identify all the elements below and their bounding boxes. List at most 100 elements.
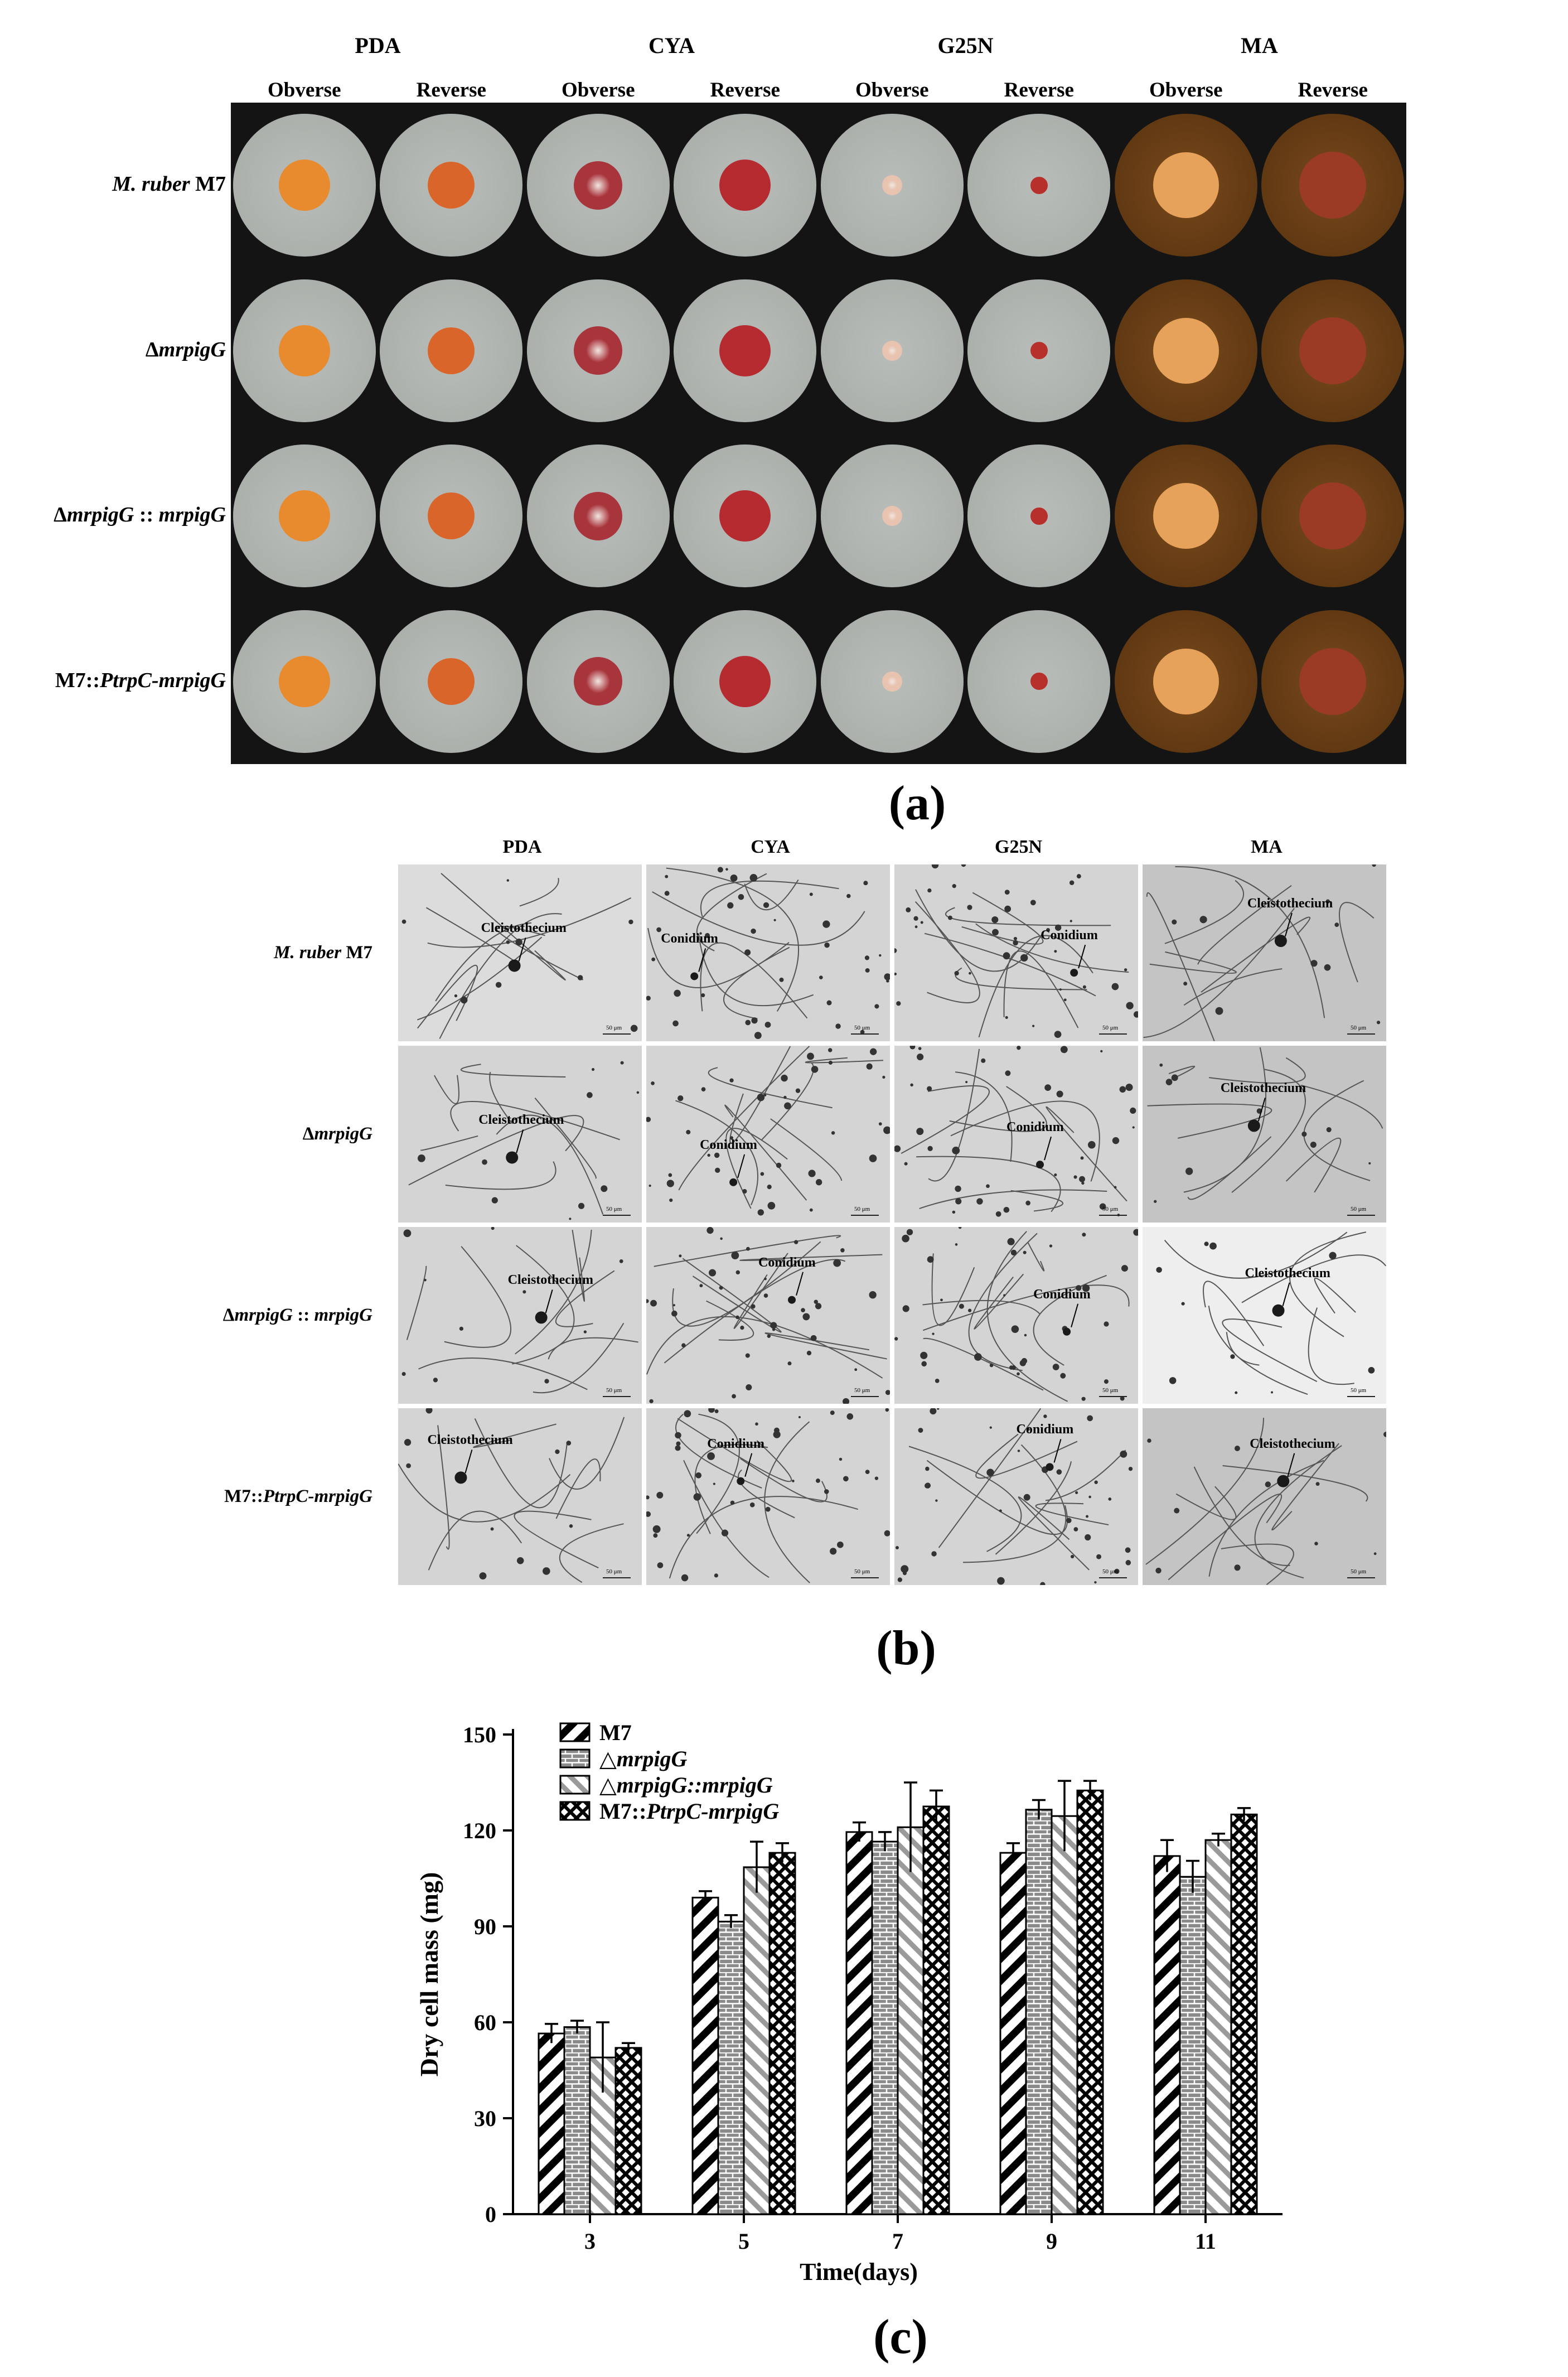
obverse-header: Obverse [267, 79, 341, 102]
structure-annotation: Cleistothecium [1245, 1265, 1330, 1281]
micrograph: Conidium 50 μm [894, 1046, 1138, 1223]
dry-cell-mass-chart: 0 30 60 90 120 150 Dry cell mass (mg) 3 5 7 9 11 Tim… [415, 1720, 1283, 2286]
fungal-colony [428, 162, 475, 209]
fungal-colony [1299, 482, 1367, 550]
structure-annotation: Conidium [758, 1255, 816, 1270]
medium-header: PDA [355, 33, 401, 58]
bar [845, 1831, 873, 2215]
strain-label: M7::PtrpC-mrpigG [224, 1486, 372, 1507]
bar [1153, 1855, 1181, 2215]
fungal-colony [574, 657, 623, 706]
fungal-colony [1299, 152, 1367, 219]
fungal-colony [574, 161, 623, 210]
row-label-prefix: Δ [302, 1124, 314, 1144]
fungal-colony [278, 325, 330, 376]
scale-bar [851, 1033, 879, 1035]
micrograph: Cleistothecium 50 μm [1143, 864, 1386, 1041]
scale-bar-label: 50 μm [606, 1025, 622, 1031]
row-label-strain-2: mrpigG [158, 503, 226, 527]
legend-label: M7 [599, 1720, 632, 1745]
x-tick-label: 9 [1046, 2229, 1057, 2254]
legend-label: △mrpigG::mrpigG [599, 1772, 773, 1798]
y-tick-label: 0 [485, 2202, 496, 2227]
y-axis-label: Dry cell mass (mg) [415, 1872, 443, 2077]
fungal-colony [719, 160, 771, 211]
x-tick-label: 7 [892, 2229, 903, 2254]
fungal-colony [1030, 342, 1048, 360]
fungal-colony [278, 655, 330, 707]
fungal-colony [719, 325, 771, 376]
scale-bar-label: 50 μm [1351, 1025, 1367, 1031]
row-label-prefix: M7:: [55, 668, 100, 692]
micrograph: Cleistothecium 50 μm [398, 1408, 642, 1585]
hyphae-drawing [401, 1227, 638, 1394]
strain-label: ΔmrpigG :: mrpigG [54, 503, 226, 527]
row-label-suffix: :: [293, 1305, 314, 1325]
panel-label-a: (a) [888, 776, 946, 830]
bar [1230, 1813, 1258, 2215]
fungal-colony [574, 326, 623, 375]
micrograph-grid: Cleistothecium 50 μm Conidium 50 μm Conidium… [398, 864, 1391, 1590]
scale-bar-label: 50 μm [1102, 1568, 1119, 1575]
hyphae-drawing [1145, 1418, 1386, 1585]
x-tick-label: 11 [1195, 2229, 1216, 2254]
scale-bar-label: 50 μm [854, 1387, 870, 1394]
micrograph: Conidium 50 μm [894, 1408, 1138, 1585]
scale-bar [851, 1215, 879, 1216]
structure-annotation: Cleistothecium [1250, 1436, 1335, 1451]
bar [1204, 1839, 1232, 2215]
bar [1179, 1876, 1207, 2215]
fungal-colony [1030, 507, 1048, 525]
row-label-strain: mrpigG [66, 503, 134, 527]
legend-label-name: PtrpC-mrpigG [646, 1799, 779, 1824]
scale-bar [603, 1577, 631, 1578]
bar [1051, 1815, 1078, 2215]
row-label-strain: PtrpC-mrpigG [100, 668, 226, 692]
fungal-colony [882, 671, 902, 692]
micrograph: Conidium 50 μm [646, 1408, 890, 1585]
scale-bar [1347, 1577, 1375, 1578]
y-tick-label: 120 [463, 1818, 496, 1843]
hyphae-drawing [646, 1227, 890, 1404]
row-label-prefix: Δ [222, 1305, 235, 1325]
fungal-colony [278, 160, 330, 211]
structure-annotation: Cleistothecium [427, 1433, 513, 1448]
bar [563, 2026, 591, 2215]
obverse-header: Obverse [1149, 79, 1223, 102]
x-axis-label: Time(days) [800, 2258, 918, 2286]
fungal-colony [1153, 483, 1219, 549]
micrograph: Cleistothecium 50 μm [398, 864, 642, 1041]
fungal-colony [1030, 176, 1048, 194]
structure-annotation: Conidium [1006, 1120, 1064, 1135]
micrograph: Cleistothecium 50 μm [1143, 1408, 1386, 1585]
medium-header: CYA [649, 33, 695, 58]
strain-label: ΔmrpigG :: mrpigG [223, 1305, 372, 1326]
legend-swatch [559, 1801, 591, 1821]
bar [768, 1852, 796, 2215]
row-label-suffix: M7 [341, 943, 372, 963]
row-label-suffix: M7 [190, 172, 226, 196]
hyphae-drawing [401, 873, 638, 1039]
micrograph: Conidium 50 μm [646, 1046, 890, 1223]
reverse-header: Reverse [1004, 79, 1074, 102]
reverse-header: Reverse [416, 79, 486, 102]
scale-bar-label: 50 μm [1102, 1206, 1119, 1212]
y-tick-label: 150 [463, 1722, 496, 1747]
scale-bar [1099, 1396, 1127, 1397]
hyphae-drawing [894, 1227, 1138, 1402]
panel-label-c: (c) [873, 2310, 928, 2364]
fungal-colony [1030, 673, 1048, 690]
bar [1025, 1809, 1053, 2215]
scale-bar-label: 50 μm [606, 1206, 622, 1212]
row-label-prefix: M7:: [224, 1486, 263, 1506]
x-tick-label: 5 [738, 2229, 749, 2254]
fungal-colony [882, 506, 902, 526]
scale-bar [851, 1396, 879, 1397]
scale-bar-label: 50 μm [1351, 1568, 1367, 1575]
fungal-colony [719, 490, 771, 542]
y-tick-label: 60 [474, 2010, 496, 2035]
scale-bar-label: 50 μm [1351, 1206, 1367, 1212]
bar [1076, 1789, 1104, 2215]
x-tick-label: 3 [584, 2229, 596, 2254]
fungal-colony [882, 340, 902, 361]
